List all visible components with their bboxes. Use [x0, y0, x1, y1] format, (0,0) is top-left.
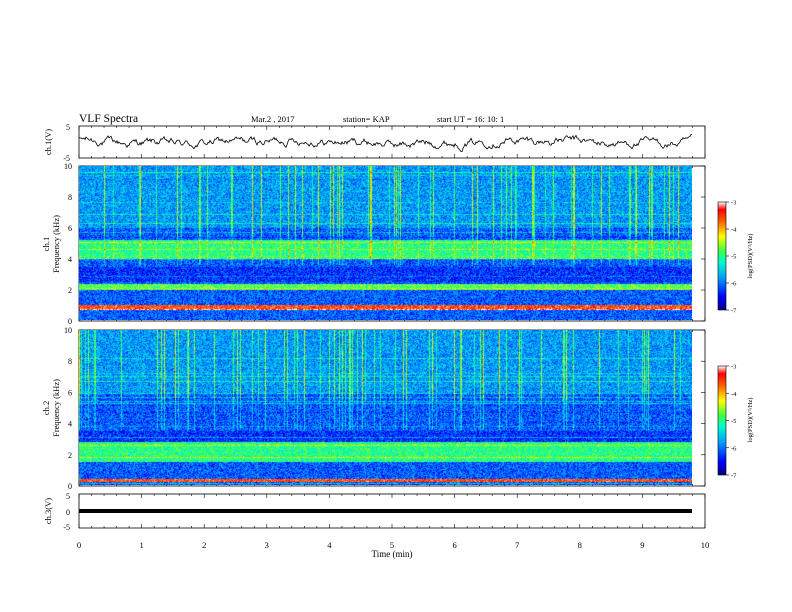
colorbar-tick-label: -7 — [731, 308, 737, 315]
time-tick-label: 3 — [265, 540, 269, 550]
ch3-waveform-panel: 5 0 -5 ch.3(V) — [43, 492, 692, 532]
frequency-tick-label: 2 — [68, 286, 72, 295]
frequency-tick-label: 0 — [68, 317, 72, 326]
frequency-tick-label: 6 — [68, 224, 72, 233]
frequency-tick-label: 4 — [68, 420, 72, 429]
colorbar-tick-label: -6 — [731, 445, 737, 452]
frequency-tick-label: 10 — [64, 162, 72, 171]
time-tick-label: 2 — [202, 540, 206, 550]
time-tick-label: 10 — [701, 540, 710, 550]
colorbar-tick-label: -5 — [731, 418, 736, 425]
ch2-colorbar-ticks: -3 -4 -5 -6 -7 — [726, 364, 737, 480]
time-tick-label: 4 — [327, 540, 332, 550]
colorbar-tick-label: -6 — [731, 281, 737, 288]
ch1-colorbar-label: log(PSD)(V²/Hz) — [747, 234, 754, 279]
time-tick-label: 6 — [452, 540, 456, 550]
ch2-colorbar-gradient — [717, 365, 727, 476]
ch1-ylabel: ch.1(V) — [43, 129, 53, 155]
date-label: Mar.2 , 2017 — [251, 114, 294, 124]
ch2-ylabel-channel: ch.2 — [41, 401, 51, 415]
ch2-ylabel-freq: Frequency (kHz) — [51, 379, 61, 437]
time-tick-label: 1 — [139, 540, 143, 550]
frequency-tick-label: 2 — [68, 451, 72, 460]
ch3-ylabel: ch.3(V) — [43, 498, 53, 524]
ch3-ytick-bottom: -5 — [63, 523, 70, 532]
colorbar-tick-label: -3 — [731, 364, 736, 371]
time-tick-label: 8 — [578, 540, 582, 550]
ch1-waveform-line — [78, 134, 693, 153]
colorbar-tick-label: -7 — [731, 473, 737, 480]
ch1-ytick-bottom: -5 — [63, 154, 70, 163]
frequency-tick-label: 0 — [68, 482, 72, 491]
ch1-spectrogram-labels: ch.1 Frequency (kHz) — [41, 215, 61, 273]
ch1-colorbar: -3 -4 -5 -6 -7 log(PSD)(V²/Hz) — [717, 200, 754, 315]
ch1-colorbar-gradient — [717, 201, 727, 311]
frequency-tick-label: 6 — [68, 388, 72, 397]
ch2-spectrogram-heatmap — [79, 330, 692, 485]
time-axis-labels: 0 1 2 3 4 5 6 7 8 9 10 — [77, 540, 709, 550]
time-tick-label: 9 — [640, 540, 644, 550]
time-tick-label: 7 — [515, 540, 519, 550]
figure-title: VLF Spectra — [79, 113, 138, 125]
ch1-colorbar-ticks: -3 -4 -5 -6 -7 — [726, 200, 737, 315]
time-tick-label: 5 — [390, 540, 394, 550]
ch1-ylabel-channel: ch.1 — [41, 237, 51, 251]
time-axis-label: Time (min) — [372, 549, 413, 559]
ch1-spectrogram-heatmap — [79, 166, 692, 320]
ch1-ylabel-freq: Frequency (kHz) — [51, 215, 61, 273]
frequency-tick-label: 8 — [68, 357, 72, 366]
ch1-waveform-panel: 5 -5 ch.1(V) — [43, 123, 693, 163]
time-tick-label: 0 — [77, 540, 81, 550]
station-label: station= KAP — [343, 114, 390, 124]
ch3-ytick-top: 5 — [66, 492, 70, 501]
colorbar-tick-label: -3 — [731, 200, 736, 207]
ch2-spectrogram-labels: ch.2 Frequency (kHz) — [41, 379, 61, 437]
ch2-colorbar-label: log(PSD)(V²/Hz) — [747, 398, 754, 443]
ch2-colorbar: -3 -4 -5 -6 -7 log(PSD)(V²/Hz) — [717, 364, 754, 480]
ch1-ytick-top: 5 — [66, 123, 70, 132]
start-time-label: start UT = 16: 10: 1 — [437, 114, 504, 124]
frequency-tick-label: 4 — [68, 255, 72, 264]
colorbar-tick-label: -4 — [731, 391, 737, 398]
ch3-ytick-mid: 0 — [66, 508, 70, 517]
frequency-tick-label: 10 — [64, 326, 72, 335]
frequency-tick-label: 8 — [68, 193, 72, 202]
colorbar-tick-label: -4 — [731, 227, 737, 234]
colorbar-tick-label: -5 — [731, 254, 736, 261]
